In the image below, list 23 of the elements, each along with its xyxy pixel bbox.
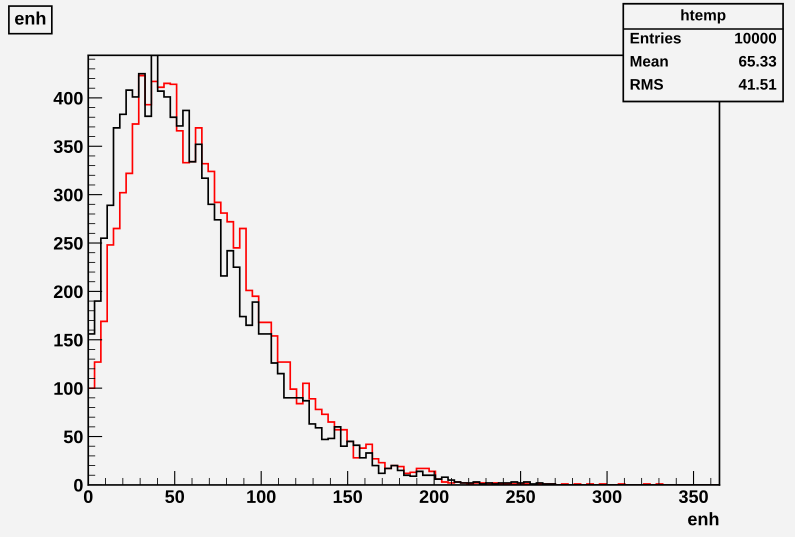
x-tick-label: 250 xyxy=(506,490,535,504)
y-tick-label: 50 xyxy=(64,430,83,444)
x-tick-label: 350 xyxy=(678,490,708,504)
chart-title: enh xyxy=(15,11,46,25)
x-tick-label: 0 xyxy=(84,490,93,504)
y-tick-label: 250 xyxy=(54,236,83,250)
y-tick-label: 350 xyxy=(54,140,83,154)
x-tick-label: 200 xyxy=(420,490,448,504)
y-tick-label: 400 xyxy=(54,92,83,105)
x-tick-label: 100 xyxy=(247,490,276,504)
x-tick-label: 300 xyxy=(592,490,622,504)
x-tick-label: 150 xyxy=(334,490,362,504)
y-tick-label: 300 xyxy=(54,188,83,202)
x-axis-title: enh xyxy=(688,512,718,526)
y-tick-label: 150 xyxy=(54,334,83,346)
text: Mean 65.33 xyxy=(630,56,776,67)
x-tick-label: 50 xyxy=(165,490,184,504)
y-tick-label: 200 xyxy=(54,285,83,298)
y-tick-label: 100 xyxy=(54,382,83,395)
text: Entries 10000 xyxy=(630,32,776,44)
text: RMS 41.51 xyxy=(630,78,776,90)
text: htemp xyxy=(681,9,726,24)
y-tick-label: 0 xyxy=(74,478,83,492)
